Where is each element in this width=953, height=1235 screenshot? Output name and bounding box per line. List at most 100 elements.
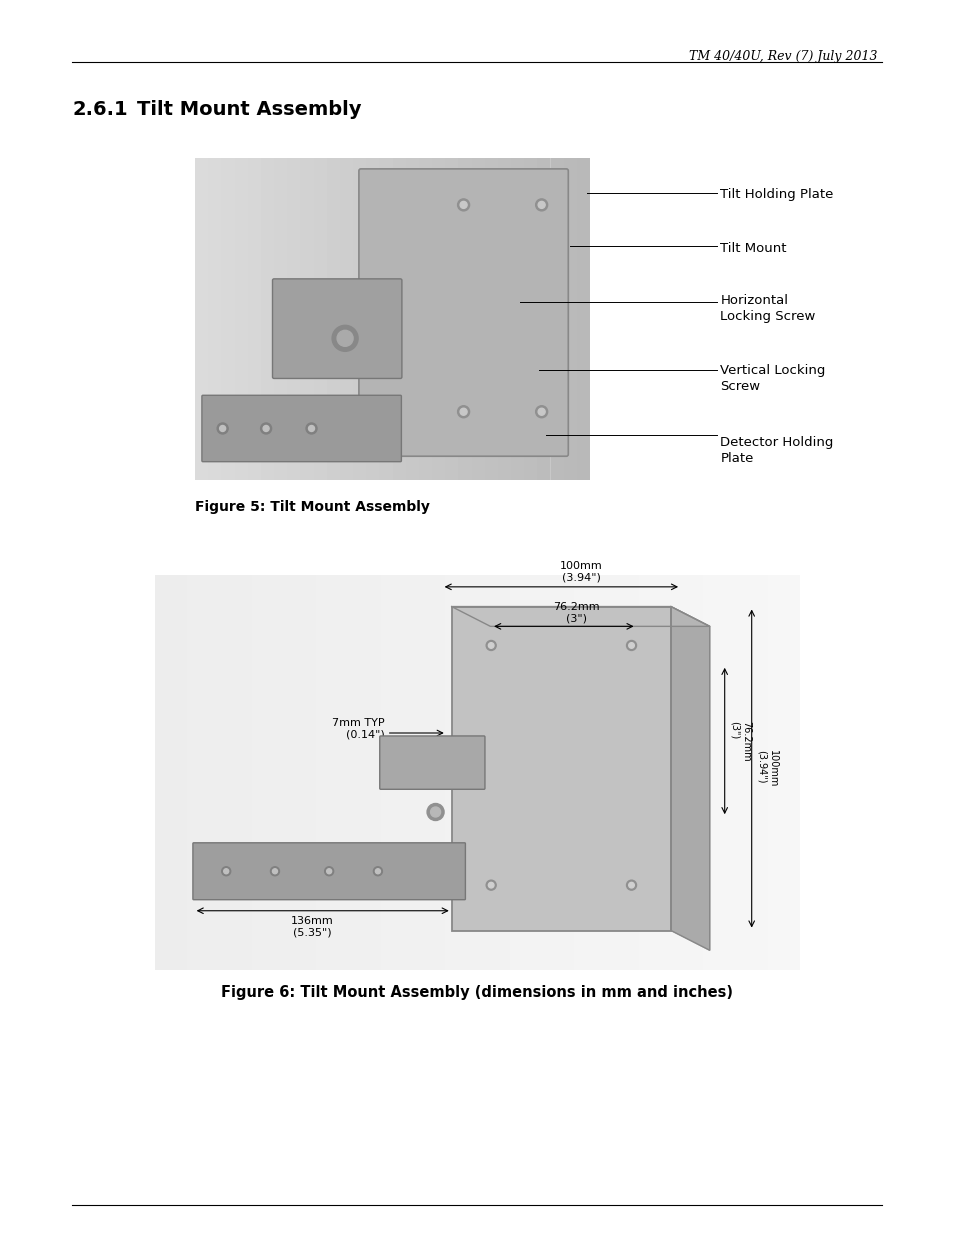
Circle shape [457,199,469,211]
Bar [284,576,315,969]
Circle shape [219,426,226,431]
Bar [300,158,314,480]
Circle shape [486,641,496,651]
Text: 136mm
(5.35"): 136mm (5.35") [291,915,334,937]
Polygon shape [670,606,709,950]
Circle shape [336,330,353,346]
Bar [537,158,550,480]
Bar [314,158,326,480]
Bar [606,576,639,969]
Bar [287,158,300,480]
Bar [234,158,248,480]
Circle shape [223,868,229,873]
Bar [577,158,589,480]
Circle shape [260,422,272,433]
Text: 2.6.1: 2.6.1 [71,100,128,119]
Bar [154,576,800,969]
Bar [221,158,234,480]
Bar [735,576,767,969]
Bar [509,576,541,969]
Circle shape [273,868,277,873]
Text: Figure 5: Tilt Mount Assembly: Figure 5: Tilt Mount Assembly [194,500,430,514]
Text: 100mm
(3.94"): 100mm (3.94") [756,750,778,787]
Bar [154,576,187,969]
FancyBboxPatch shape [379,736,484,789]
Bar [274,158,287,480]
Circle shape [459,201,467,209]
Bar [445,576,477,969]
Bar [451,606,670,930]
Bar [574,576,606,969]
Bar [477,576,509,969]
Bar [550,158,563,480]
Circle shape [427,804,443,820]
Circle shape [326,868,332,873]
Bar [405,158,418,480]
Bar [315,576,348,969]
Bar [457,158,471,480]
Circle shape [486,881,496,890]
Bar [767,576,800,969]
Circle shape [626,881,636,890]
Circle shape [535,406,547,417]
Bar [484,158,497,480]
Bar [380,576,413,969]
Circle shape [537,201,544,209]
Circle shape [488,882,494,888]
Circle shape [373,867,382,876]
Circle shape [457,406,469,417]
Bar [497,158,511,480]
Text: Tilt Mount: Tilt Mount [720,242,786,256]
Bar [670,576,702,969]
Bar [511,158,523,480]
FancyBboxPatch shape [273,279,401,378]
Bar [366,158,379,480]
Bar [339,158,353,480]
Text: Horizontal
Locking Screw: Horizontal Locking Screw [720,294,815,322]
Circle shape [430,806,440,818]
Text: Figure 6: Tilt Mount Assembly (dimensions in mm and inches): Figure 6: Tilt Mount Assembly (dimension… [221,986,732,1000]
Text: 76.2mm
(3"): 76.2mm (3") [553,601,599,624]
Bar [348,576,380,969]
Text: 7mm TYP
(0.14"): 7mm TYP (0.14") [332,719,384,740]
Circle shape [332,325,357,351]
Bar [702,576,735,969]
Circle shape [628,882,634,888]
Bar [219,576,252,969]
Circle shape [217,422,228,433]
Polygon shape [451,606,709,626]
Bar [541,576,574,969]
Circle shape [626,641,636,651]
Bar [418,158,432,480]
Bar [445,158,457,480]
Circle shape [375,868,380,873]
Bar [353,158,366,480]
Bar [248,158,260,480]
FancyBboxPatch shape [202,395,401,462]
Bar [523,158,537,480]
Circle shape [488,642,494,648]
Bar [563,158,577,480]
FancyBboxPatch shape [358,169,568,456]
Circle shape [537,409,544,415]
Bar [260,158,274,480]
Circle shape [263,426,269,431]
Circle shape [221,867,231,876]
Bar [432,158,445,480]
Circle shape [306,422,316,433]
Bar [392,158,405,480]
Text: Detector Holding
Plate: Detector Holding Plate [720,436,833,464]
Circle shape [628,642,634,648]
Bar [208,158,221,480]
Bar [326,158,339,480]
Circle shape [324,867,334,876]
Bar [471,158,484,480]
Bar [639,576,670,969]
Text: 100mm
(3.94"): 100mm (3.94") [559,561,602,583]
Bar [187,576,219,969]
FancyBboxPatch shape [193,842,465,900]
Bar [194,158,589,480]
Text: Tilt Mount Assembly: Tilt Mount Assembly [137,100,361,119]
Bar [413,576,445,969]
Text: 76.2mm
(3"): 76.2mm (3") [729,721,751,761]
